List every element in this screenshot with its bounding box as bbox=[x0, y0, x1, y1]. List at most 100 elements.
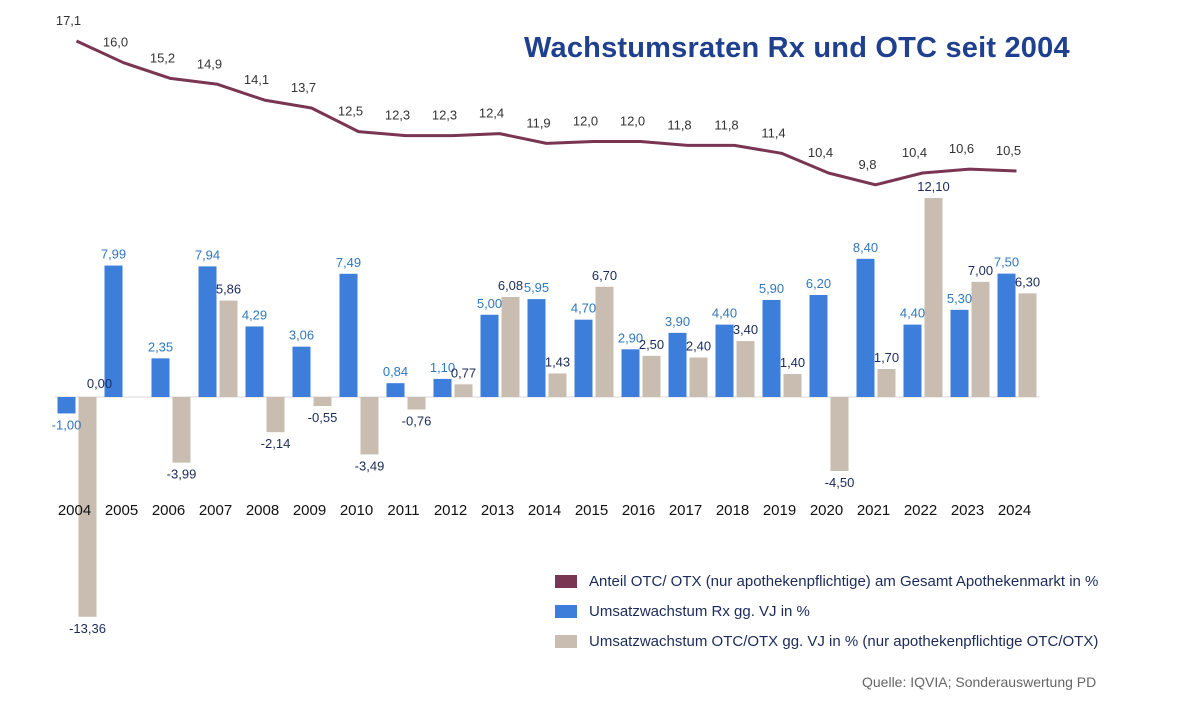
data-label-share-2020: 10,4 bbox=[808, 145, 833, 160]
x-tick-label-2008: 2008 bbox=[246, 502, 279, 519]
data-label-otc-2012: 0,77 bbox=[451, 365, 476, 380]
data-label-share-2011: 12,3 bbox=[385, 108, 410, 123]
otc-share-line bbox=[75, 39, 1017, 187]
data-label-share-2010: 12,5 bbox=[338, 104, 363, 119]
bar-rx-2016 bbox=[621, 349, 640, 397]
data-label-rx-2020: 6,20 bbox=[806, 276, 831, 291]
data-label-rx-2009: 3,06 bbox=[289, 328, 314, 343]
data-label-share-2014: 11,9 bbox=[526, 115, 550, 130]
bar-otc-2021 bbox=[877, 369, 896, 397]
bar-rx-2015 bbox=[574, 319, 593, 397]
data-label-share-2021: 9,8 bbox=[858, 157, 876, 172]
data-label-otc-2024: 6,30 bbox=[1015, 274, 1040, 289]
bar-rx-2022 bbox=[903, 324, 922, 397]
bar-otc-2023 bbox=[971, 281, 990, 397]
data-label-otc-2008: -2,14 bbox=[261, 436, 291, 451]
x-tick-label-2009: 2009 bbox=[293, 502, 326, 519]
data-label-otc-2009: -0,55 bbox=[308, 410, 338, 425]
bar-rx-2005 bbox=[104, 265, 123, 397]
bar-rx-2024 bbox=[997, 273, 1016, 397]
data-label-rx-2018: 4,40 bbox=[712, 306, 737, 321]
bar-rx-2023 bbox=[950, 309, 969, 397]
data-label-rx-2014: 5,95 bbox=[524, 280, 549, 295]
data-label-otc-2021: 1,70 bbox=[874, 350, 899, 365]
bar-rx-2014 bbox=[527, 299, 546, 397]
x-tick-label-2020: 2020 bbox=[810, 502, 843, 519]
legend-label-otc: Umsatzwachstum OTC/OTX gg. VJ in % (nur … bbox=[589, 632, 1099, 650]
x-tick-label-2011: 2011 bbox=[387, 502, 419, 519]
data-label-share-2007: 14,9 bbox=[197, 56, 222, 71]
data-label-otc-2018: 3,40 bbox=[733, 322, 758, 337]
data-label-rx-2021: 8,40 bbox=[853, 240, 878, 255]
x-tick-label-2010: 2010 bbox=[340, 502, 373, 519]
bar-otc-2019 bbox=[783, 373, 802, 397]
data-label-share-2009: 13,7 bbox=[291, 80, 316, 95]
x-tick-label-2021: 2021 bbox=[857, 502, 890, 519]
data-label-rx-2006: 2,35 bbox=[148, 339, 173, 354]
data-label-otc-2019: 1,40 bbox=[780, 355, 805, 370]
bar-rx-2018 bbox=[715, 324, 734, 397]
legend-label-rx: Umsatzwachstum Rx gg. VJ in % bbox=[589, 602, 810, 620]
data-label-otc-2016: 2,50 bbox=[639, 337, 664, 352]
data-label-rx-2008: 4,29 bbox=[242, 307, 267, 322]
data-label-otc-2020: -4,50 bbox=[825, 475, 855, 490]
data-label-share-2013: 12,4 bbox=[479, 106, 504, 121]
bar-otc-2024 bbox=[1018, 293, 1037, 397]
bar-rx-2011 bbox=[386, 383, 405, 397]
x-tick-label-2015: 2015 bbox=[575, 502, 608, 519]
data-label-rx-2017: 3,90 bbox=[665, 314, 690, 329]
bar-otc-2014 bbox=[548, 373, 567, 397]
data-label-rx-2019: 5,90 bbox=[759, 281, 784, 296]
data-label-share-2016: 12,0 bbox=[620, 113, 645, 128]
data-label-rx-2011: 0,84 bbox=[383, 364, 408, 379]
bar-rx-2009 bbox=[292, 346, 311, 397]
data-label-rx-2013: 5,00 bbox=[477, 296, 502, 311]
legend-swatch-otc bbox=[555, 634, 577, 648]
data-label-otc-2005: 0,00 bbox=[87, 376, 112, 391]
x-tick-label-2023: 2023 bbox=[951, 502, 984, 519]
data-label-rx-2005: 7,99 bbox=[101, 247, 126, 262]
x-tick-label-2019: 2019 bbox=[763, 502, 796, 519]
data-label-share-2017: 11,8 bbox=[667, 117, 691, 132]
bar-otc-2013 bbox=[501, 296, 520, 397]
data-label-otc-2010: -3,49 bbox=[355, 458, 385, 473]
legend-swatch-rx bbox=[555, 604, 577, 618]
x-tick-label-2005: 2005 bbox=[105, 502, 138, 519]
data-label-otc-2017: 2,40 bbox=[686, 339, 711, 354]
source-note: Quelle: IQVIA; Sonderauswertung PD bbox=[862, 674, 1097, 690]
bar-rx-2007 bbox=[198, 266, 217, 397]
data-label-otc-2013: 6,08 bbox=[498, 278, 523, 293]
data-label-otc-2004: -13,36 bbox=[69, 621, 106, 636]
bar-otc-2018 bbox=[736, 341, 755, 397]
legend-item-otc: Umsatzwachstum OTC/OTX gg. VJ in % (nur … bbox=[555, 626, 1098, 656]
legend-item-rx: Umsatzwachstum Rx gg. VJ in % bbox=[555, 596, 1098, 626]
bar-rx-2006 bbox=[151, 358, 170, 397]
legend-item-otc-share: Anteil OTC/ OTX (nur apothekenpflichtige… bbox=[555, 566, 1098, 596]
chart-title: Wachstumsraten Rx und OTC seit 2004 bbox=[524, 32, 1070, 64]
bar-otc-2004 bbox=[78, 397, 97, 617]
data-label-otc-2015: 6,70 bbox=[592, 268, 617, 283]
data-label-rx-2004: -1,00 bbox=[52, 417, 82, 432]
bar-rx-2010 bbox=[339, 273, 358, 397]
data-label-otc-2023: 7,00 bbox=[968, 263, 993, 278]
data-label-otc-2006: -3,99 bbox=[167, 467, 197, 482]
data-label-share-2018: 11,8 bbox=[714, 117, 738, 132]
data-label-share-2004: 17,1 bbox=[56, 13, 81, 28]
bar-rx-2012 bbox=[433, 378, 452, 397]
data-label-rx-2024: 7,50 bbox=[994, 255, 1019, 270]
data-label-share-2023: 10,6 bbox=[949, 141, 974, 156]
data-label-otc-2007: 5,86 bbox=[216, 282, 241, 297]
data-label-rx-2010: 7,49 bbox=[336, 255, 361, 270]
legend: Anteil OTC/ OTX (nur apothekenpflichtige… bbox=[555, 566, 1098, 656]
data-label-share-2012: 12,3 bbox=[432, 108, 457, 123]
x-tick-label-2006: 2006 bbox=[152, 502, 185, 519]
x-tick-label-2014: 2014 bbox=[528, 502, 561, 519]
bar-otc-2010 bbox=[360, 397, 379, 455]
data-label-rx-2016: 2,90 bbox=[618, 330, 643, 345]
bar-rx-2021 bbox=[856, 258, 875, 397]
bar-otc-2017 bbox=[689, 357, 708, 397]
data-label-share-2015: 12,0 bbox=[573, 113, 598, 128]
bar-otc-2016 bbox=[642, 355, 661, 397]
data-label-rx-2012: 1,10 bbox=[430, 360, 455, 375]
bar-otc-2012 bbox=[454, 384, 473, 397]
